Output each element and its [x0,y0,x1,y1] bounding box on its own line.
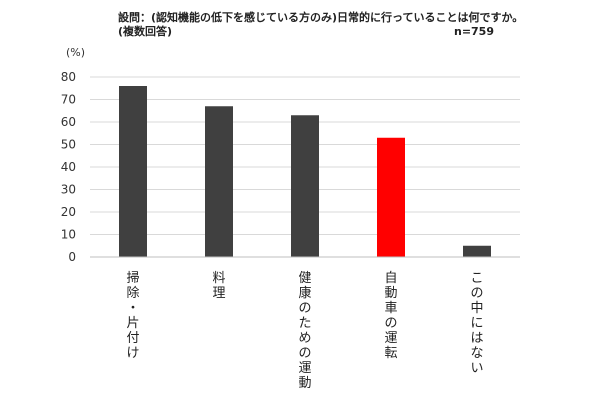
x-category-label: 料理 [212,271,225,301]
y-tick-label: 60 [61,115,76,129]
bar [463,245,491,257]
y-tick-label: 40 [61,160,76,174]
bar [377,137,405,257]
x-category-label: 健康のための運動 [298,271,311,391]
y-axis-unit: (%) [66,46,85,59]
y-tick-label: 30 [61,183,76,197]
x-category-label: 自動車の運転 [384,271,397,361]
chart-subtitle-row: (複数回答) n=759 [118,25,518,39]
x-axis-labels: 掃除・片付け 料理 健康のための運動 自動車の運転 この中にはない [126,270,483,391]
y-axis-ticks: 0 10 20 30 40 50 60 70 80 [61,70,76,264]
y-tick-label: 50 [61,138,76,152]
y-tick-label: 10 [61,228,76,242]
y-tick-label: 0 [68,250,76,264]
x-category-label: この中にはない [470,271,483,376]
x-category-label: 掃除・片付け [126,270,139,361]
chart-subtitle: (複数回答) [118,25,173,38]
bar [119,86,147,257]
chart-title: 設問：(認知機能の低下を感じている方のみ)日常的に行っていることは何ですか。 [118,11,524,24]
bar [205,106,233,257]
bar [291,115,319,257]
y-tick-label: 20 [61,205,76,219]
y-tick-label: 70 [61,93,76,107]
sample-size-label: n=759 [453,25,494,38]
bars [119,86,491,257]
y-tick-label: 80 [61,70,76,84]
chart-header: 設問：(認知機能の低下を感じている方のみ)日常的に行っていることは何ですか。 (… [118,11,524,39]
